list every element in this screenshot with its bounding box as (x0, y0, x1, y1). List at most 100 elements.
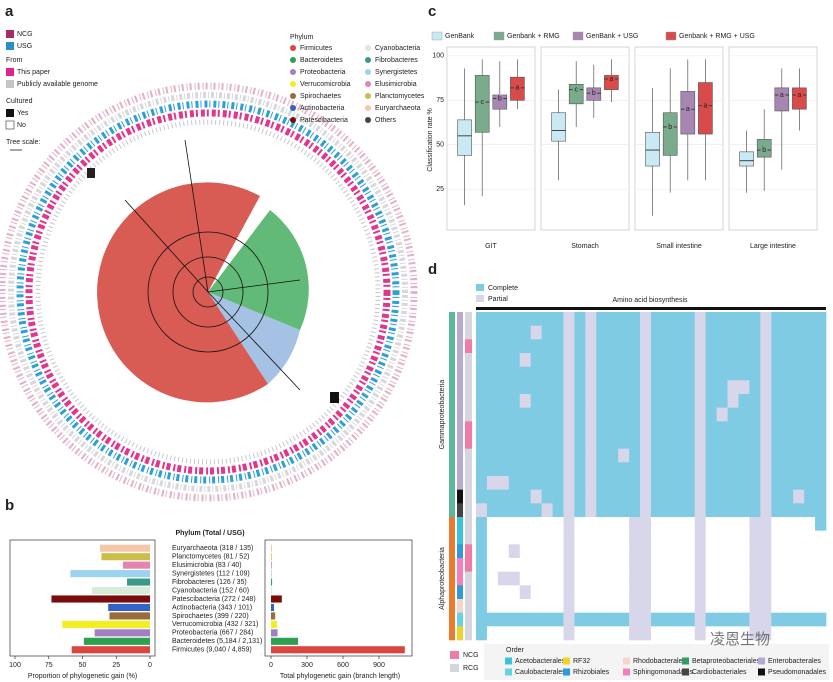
heatmap-cell (749, 394, 761, 408)
heatmap-cell (661, 503, 674, 518)
heatmap-cell (596, 380, 608, 395)
heatmap-cell (563, 353, 575, 367)
heatmap-cell (738, 435, 750, 449)
heatmap-cell (760, 312, 772, 326)
heatmap-cell (574, 407, 586, 422)
heatmap-cell (574, 571, 586, 586)
heatmap-cell (749, 544, 761, 559)
heatmap-cell (771, 462, 783, 477)
heatmap-cell (607, 612, 619, 627)
heatmap-cell (760, 421, 772, 436)
heatmap-cell (541, 366, 553, 381)
heatmap-cell (771, 612, 783, 627)
category-label: Cyanobacteria (152 / 60) (172, 587, 249, 594)
source-cell (465, 558, 472, 572)
bar (100, 544, 150, 552)
heatmap-cell (629, 394, 641, 408)
heatmap-cell (694, 503, 706, 518)
heatmap-cell (476, 339, 488, 354)
heatmap-cell (771, 339, 783, 354)
heatmap-cell (705, 421, 717, 436)
heatmap-cell (661, 530, 674, 545)
tree-scale: Tree scale: (6, 139, 40, 146)
heatmap-cell (607, 489, 619, 504)
heatmap-cell (793, 407, 805, 422)
heatmap-cell (661, 366, 674, 381)
heatmap-cell (552, 339, 564, 354)
heatmap-cell (607, 435, 619, 449)
heatmap-cell (815, 503, 827, 518)
heatmap-cell (519, 544, 531, 559)
x-tick-label: 25 (112, 662, 120, 669)
heatmap-cell (793, 435, 805, 449)
heatmap-cell (596, 612, 608, 627)
heatmap-cell (661, 476, 674, 490)
heatmap-cell (508, 325, 521, 340)
heatmap-cell (694, 394, 706, 408)
heatmap-cell (749, 366, 761, 381)
watermark: 凌恩生物 (710, 631, 770, 648)
heatmap-cell (640, 421, 652, 436)
heatmap-cell (640, 435, 652, 449)
heatmap-cell (552, 571, 564, 586)
order-cell (457, 380, 463, 395)
heatmap-cell (607, 558, 619, 572)
box (739, 151, 754, 167)
significance-label: b (498, 95, 502, 102)
heatmap-cell (651, 489, 663, 504)
heatmap-cell (672, 462, 685, 477)
legend-label: RF32 (573, 658, 590, 665)
heatmap-cell (585, 612, 597, 627)
heatmap-cell (760, 476, 772, 490)
heatmap-cell (541, 626, 553, 641)
heatmap-cell (585, 407, 597, 422)
heatmap-cell (607, 353, 619, 367)
heatmap-cell (574, 517, 586, 531)
heatmap-cell (476, 476, 488, 490)
heatmap-cell (541, 544, 553, 559)
legend-label: No (17, 122, 26, 129)
heatmap-cell (804, 325, 816, 340)
heatmap-cell (683, 394, 696, 408)
heatmap-cell (661, 599, 674, 613)
heatmap-cell (563, 312, 575, 326)
heatmap-cell (694, 530, 706, 545)
heatmap-cell (508, 421, 521, 436)
heatmap-cell (596, 626, 608, 641)
heatmap-cell (476, 503, 488, 518)
heatmap-cell (574, 394, 586, 408)
heatmap-cell (815, 544, 827, 559)
heatmap-cell (552, 407, 564, 422)
order-cell (457, 612, 463, 627)
plot-frame (264, 539, 413, 657)
heatmap-cell (661, 612, 674, 627)
heatmap-cell (486, 421, 499, 436)
heatmap-cell (640, 530, 652, 545)
heatmap-cell (738, 448, 750, 463)
legend-label: Fibrobacteres (375, 57, 418, 64)
heatmap-cell (815, 626, 827, 641)
heatmap-cell (716, 585, 728, 600)
heatmap-cell (476, 489, 488, 504)
heatmap-cell (629, 612, 641, 627)
letter-bg (684, 105, 692, 114)
heatmap-cell (694, 612, 706, 627)
heatmap-cell (672, 571, 685, 586)
x-tick-label: 300 (301, 662, 313, 669)
class-cell (449, 558, 455, 572)
heatmap-cell (683, 517, 696, 531)
heatmap-cell (661, 435, 674, 449)
category-label: Actinobacteria (343 / 101) (172, 604, 252, 611)
heatmap-cell (738, 612, 750, 627)
heatmap-cell (552, 503, 564, 518)
heatmap-cell (760, 517, 772, 531)
heatmap-cell (749, 448, 761, 463)
heatmap-cell (519, 380, 531, 395)
heatmap-cell (486, 599, 499, 613)
bar (271, 603, 274, 612)
heatmap-cell (585, 476, 597, 490)
heatmap-cell (760, 407, 772, 422)
heatmap-cell (738, 517, 750, 531)
heatmap-cell (476, 407, 488, 422)
heatmap-cell (618, 585, 630, 600)
